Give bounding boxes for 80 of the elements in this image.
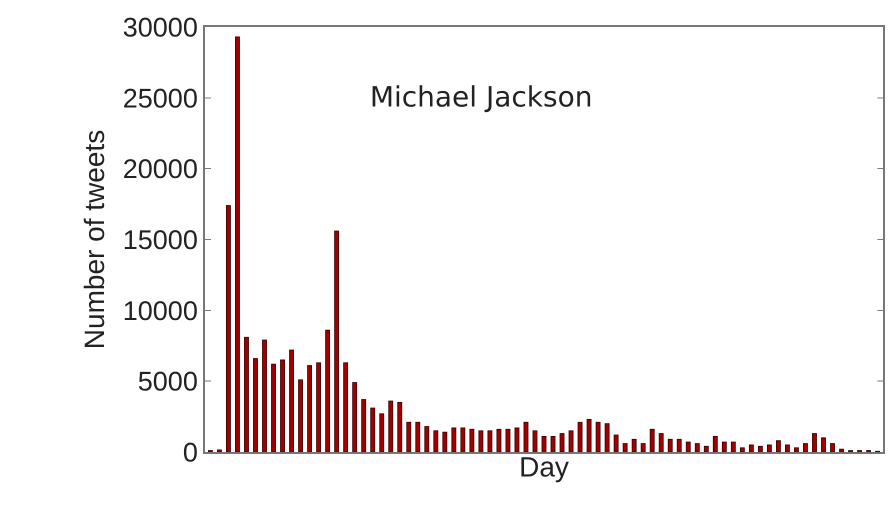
bar: [487, 430, 492, 452]
bar: [226, 205, 231, 452]
bar: [803, 443, 808, 452]
bar: [694, 443, 700, 452]
bar: [370, 408, 376, 452]
bar: [568, 430, 574, 452]
bar: [830, 443, 835, 452]
bar: [506, 428, 510, 452]
bar: [325, 330, 330, 452]
bar: [379, 413, 384, 452]
bar: [766, 444, 772, 452]
bar: [596, 422, 601, 452]
bar: [586, 419, 592, 452]
bar: [622, 443, 628, 452]
bar: [658, 433, 664, 452]
y-tick-label: 15000: [122, 224, 198, 255]
bar: [442, 432, 448, 452]
bar: [235, 36, 240, 452]
bar: [253, 358, 258, 452]
bar: [460, 428, 466, 452]
bar: [785, 444, 790, 452]
bar: [388, 400, 394, 452]
bar: [280, 360, 285, 452]
bar: [650, 428, 655, 452]
bar: [614, 434, 619, 452]
bar: [352, 382, 358, 452]
bar: [560, 433, 564, 452]
bar: [262, 340, 267, 452]
bar: [758, 446, 763, 452]
bar: [532, 430, 538, 452]
bar: [217, 449, 222, 452]
bar: [496, 428, 502, 452]
bar: [361, 399, 366, 452]
text: Michael Jackson: [370, 80, 592, 114]
bar: [298, 379, 303, 452]
y-tick-label: 30000: [122, 12, 198, 42]
bar: [406, 422, 412, 452]
bar: [433, 430, 438, 452]
bar: [668, 438, 673, 452]
bar: [244, 336, 249, 452]
bar: [542, 436, 546, 452]
bar: [821, 437, 826, 452]
bar: [730, 442, 736, 452]
y-tick-label: 25000: [122, 83, 198, 114]
bar: [343, 362, 348, 452]
bar: [397, 402, 402, 452]
bar: [632, 438, 637, 452]
bar: [640, 443, 646, 452]
bar: [704, 446, 709, 452]
bar: [307, 365, 312, 452]
bar: [812, 433, 817, 452]
bar: [712, 436, 718, 452]
bar: [524, 422, 528, 452]
bar: [271, 364, 276, 452]
y-tick-label: 20000: [122, 154, 198, 184]
bar: [550, 436, 556, 452]
bar: [740, 447, 745, 452]
y-tick-label: 0: [182, 437, 198, 468]
bar: [578, 422, 582, 452]
bar: [316, 362, 322, 452]
bar: [839, 448, 844, 452]
bar: [676, 438, 682, 452]
bar: [748, 444, 754, 452]
y-tick-label: 5000: [138, 366, 198, 397]
bar: [424, 426, 430, 452]
bar: [722, 442, 727, 452]
bar: [604, 423, 610, 452]
y-tick-label: 10000: [122, 296, 198, 326]
bar: [776, 440, 781, 452]
bar: [415, 422, 420, 452]
bar: [514, 428, 520, 452]
x-axis-title: Day: [519, 451, 569, 482]
bar: [469, 428, 474, 452]
bar: [478, 430, 484, 452]
bar: [794, 447, 799, 452]
bar: [451, 428, 456, 452]
bar: [686, 442, 691, 452]
y-axis-title: Number of tweets: [78, 130, 110, 350]
bar: [334, 230, 340, 452]
bar: [289, 350, 294, 452]
